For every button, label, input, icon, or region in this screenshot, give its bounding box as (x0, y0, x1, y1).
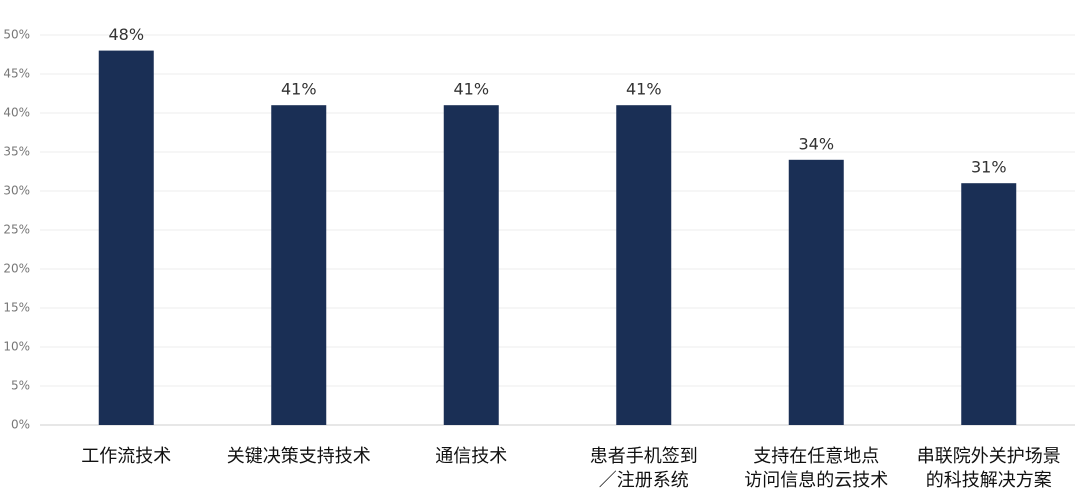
bar (961, 183, 1017, 425)
data-label: 41% (281, 80, 317, 99)
data-label: 31% (971, 158, 1007, 177)
y-tick-label: 45% (3, 67, 30, 81)
data-label: 41% (626, 80, 662, 99)
bar (788, 159, 844, 426)
bar (616, 105, 672, 425)
data-label: 34% (798, 134, 834, 153)
y-tick-label: 10% (3, 340, 30, 354)
data-label: 41% (453, 80, 489, 99)
y-tick-label: 5% (11, 379, 30, 393)
y-tick-label: 30% (3, 184, 30, 198)
x-tick-label: 工作流技术 (81, 446, 172, 467)
bar (271, 105, 327, 425)
bar (443, 105, 499, 425)
data-label: 48% (108, 25, 144, 44)
x-tick-label: 关键决策支持技术 (226, 446, 371, 467)
x-tick-label: 通信技术 (435, 446, 508, 467)
x-tick-label: 串联院外关护场景 的科技解决方案 (916, 446, 1061, 491)
y-tick-label: 50% (3, 28, 30, 42)
x-tick-label: 患者手机签到 ／注册系统 (589, 446, 698, 491)
x-tick-label: 支持在任意地点 访问信息的云技术 (744, 446, 889, 491)
y-tick-label: 25% (3, 223, 30, 237)
y-tick-label: 15% (3, 301, 30, 315)
y-tick-label: 20% (3, 262, 30, 276)
y-tick-label: 0% (11, 418, 30, 432)
bar (98, 50, 154, 425)
y-tick-label: 40% (3, 106, 30, 120)
y-tick-label: 35% (3, 145, 30, 159)
